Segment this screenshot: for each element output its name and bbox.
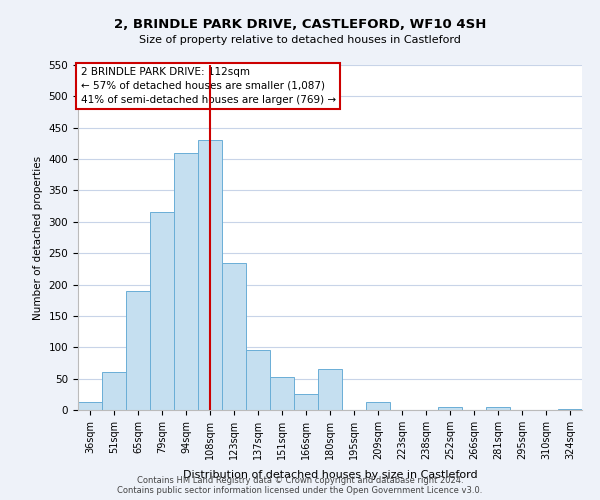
Text: Contains public sector information licensed under the Open Government Licence v3: Contains public sector information licen… (118, 486, 482, 495)
Bar (558, 408, 582, 410)
X-axis label: Distribution of detached houses by size in Castleford: Distribution of detached houses by size … (182, 470, 478, 480)
Text: 2 BRINDLE PARK DRIVE: 112sqm
← 57% of detached houses are smaller (1,087)
41% of: 2 BRINDLE PARK DRIVE: 112sqm ← 57% of de… (80, 66, 335, 104)
Text: Size of property relative to detached houses in Castleford: Size of property relative to detached ho… (139, 35, 461, 45)
Bar (486, 407, 510, 410)
Bar (438, 407, 462, 410)
Bar (126, 291, 150, 410)
Bar (198, 140, 222, 410)
Text: Contains HM Land Registry data © Crown copyright and database right 2024.: Contains HM Land Registry data © Crown c… (137, 476, 463, 485)
Bar (294, 394, 318, 410)
Bar (222, 262, 246, 410)
Text: 2, BRINDLE PARK DRIVE, CASTLEFORD, WF10 4SH: 2, BRINDLE PARK DRIVE, CASTLEFORD, WF10 … (114, 18, 486, 30)
Bar (366, 402, 390, 410)
Bar (78, 402, 102, 410)
Bar (150, 212, 174, 410)
Bar (246, 350, 270, 410)
Bar (318, 369, 342, 410)
Bar (102, 372, 126, 410)
Bar (270, 378, 294, 410)
Y-axis label: Number of detached properties: Number of detached properties (33, 156, 43, 320)
Bar (174, 153, 198, 410)
